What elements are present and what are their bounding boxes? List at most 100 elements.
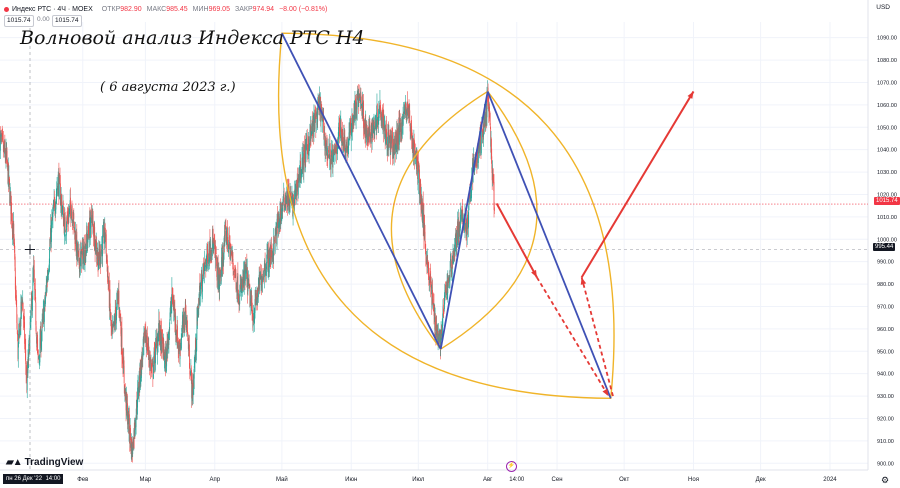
candle-body [491, 156, 493, 169]
candle-body [297, 177, 299, 195]
projection-line[interactable] [495, 202, 538, 278]
candle-body [254, 312, 256, 320]
candle-body [384, 124, 386, 126]
candle-body [253, 317, 255, 323]
candle-body [321, 107, 323, 114]
buy-quote[interactable]: 1015.74 [52, 15, 82, 27]
symbol-title[interactable]: Индекс РТС · 4Ч · MOEX [12, 5, 93, 13]
candle-body [489, 123, 491, 126]
candle-body [235, 266, 237, 275]
tradingview-logo[interactable]: ▰▲ TradingView [6, 457, 84, 468]
candle-body [408, 104, 410, 117]
gear-icon[interactable]: ⚙ [881, 475, 890, 485]
candle-body [84, 263, 86, 265]
candle-body [45, 288, 47, 296]
candle-body [113, 316, 115, 327]
candle-body [326, 137, 328, 156]
candle-body [494, 207, 495, 211]
candle-body [59, 176, 61, 185]
candle-body [409, 123, 411, 132]
candle-body [278, 214, 279, 229]
candle-body [16, 295, 17, 306]
candle-body [9, 190, 11, 204]
candle-body [462, 208, 464, 217]
candle-body [116, 302, 118, 316]
candle-body [428, 265, 429, 272]
candle-body [237, 273, 239, 300]
wave-line[interactable] [486, 91, 612, 399]
candle-body [228, 235, 230, 247]
candle-body [444, 295, 445, 310]
candle-body [0, 134, 1, 151]
candle-body [75, 234, 77, 247]
candle-body [263, 277, 265, 280]
candle-body [328, 149, 329, 153]
candle-body [28, 343, 30, 361]
candle-body [156, 340, 158, 355]
candle-body [460, 212, 462, 216]
candle-body [452, 253, 454, 264]
candle-body [189, 344, 190, 368]
candle-body [225, 224, 226, 227]
candle-body [255, 300, 257, 303]
wave-line[interactable] [439, 91, 489, 350]
candle-body [302, 150, 304, 152]
candle-body [430, 271, 432, 288]
candle-body [90, 211, 92, 229]
y-tick-label: 1070.00 [877, 80, 897, 86]
y-tick-label: 1040.00 [877, 148, 897, 154]
candle-body [127, 422, 129, 423]
candle-body [482, 129, 483, 138]
candle-body [344, 154, 346, 158]
candle-body [374, 125, 376, 129]
projection-dashed-line[interactable] [536, 276, 610, 397]
candle-body [295, 184, 297, 197]
close-price: ЗАКР974.94 [234, 5, 275, 13]
candle-body [251, 305, 253, 310]
candle-body [25, 349, 27, 365]
candle-body [184, 301, 186, 325]
candle-body [45, 297, 46, 304]
candle-body [476, 157, 477, 167]
candle-body [341, 129, 342, 143]
candle-body [77, 251, 79, 256]
candle-body [389, 138, 391, 140]
lightning-icon[interactable]: ⚡ [506, 461, 517, 472]
candle-body [359, 93, 360, 101]
candle-body [269, 246, 271, 259]
candle-body [337, 147, 338, 155]
candlestick-series [0, 80, 495, 463]
candle-body [238, 296, 240, 302]
candle-body [271, 256, 273, 261]
x-tick-label: Сен [552, 477, 563, 483]
leaf-shape[interactable] [277, 32, 615, 400]
candle-body [36, 340, 38, 342]
projection-dashed-arrowhead [580, 277, 587, 285]
wave-line[interactable] [281, 32, 442, 350]
candle-body [289, 193, 291, 208]
candle-body [53, 199, 55, 208]
currency-selector[interactable]: USD [876, 4, 890, 11]
candle-body [272, 252, 274, 256]
candle-body [206, 247, 208, 255]
candle-body [385, 119, 387, 135]
candle-body [272, 251, 273, 260]
candle-body [71, 208, 72, 219]
projection-line[interactable] [580, 90, 695, 278]
candle-body [228, 245, 229, 253]
candle-body [281, 208, 282, 221]
candle-body [101, 249, 102, 255]
y-tick-label: 930.00 [877, 394, 894, 400]
candle-body [106, 254, 108, 263]
candle-body [41, 332, 43, 343]
candle-body [99, 249, 101, 264]
candle-body [22, 302, 24, 313]
candle-body [138, 390, 140, 397]
candle-body [135, 415, 137, 428]
candle-body [151, 365, 153, 367]
candle-body [120, 321, 122, 334]
candle-body [345, 144, 347, 153]
sell-quote[interactable]: 1015.74 [4, 15, 34, 27]
candle-body [215, 245, 216, 261]
